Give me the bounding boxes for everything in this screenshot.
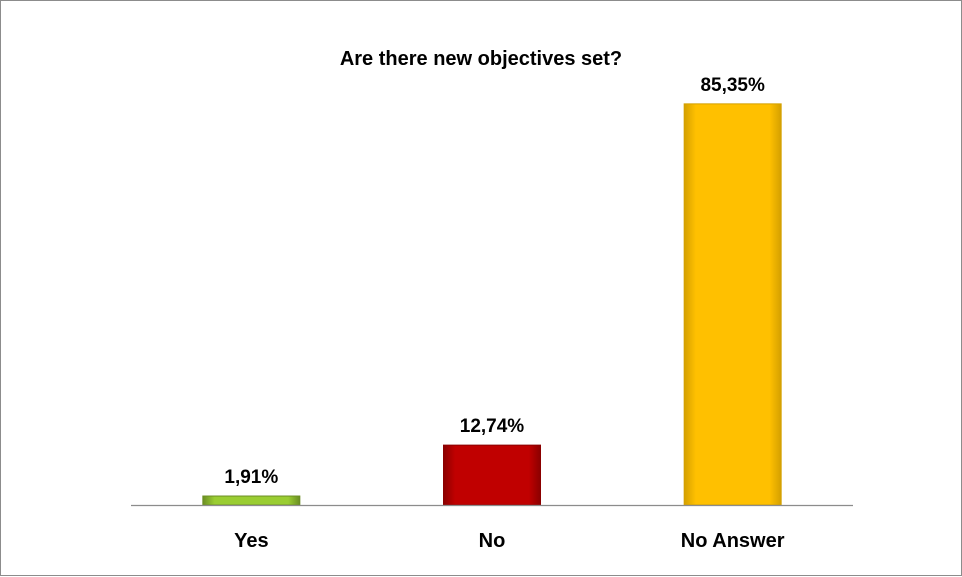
bar-no-answer xyxy=(683,103,782,506)
value-label-no: 12,74% xyxy=(460,416,525,437)
category-label-yes: Yes xyxy=(234,530,268,552)
value-labels-group: 1,91% 12,74% 85,35% xyxy=(224,75,765,488)
bar-no xyxy=(443,444,541,506)
value-label-yes: 1,91% xyxy=(224,467,278,488)
chart-title: Are there new objectives set? xyxy=(340,48,622,70)
category-label-no: No xyxy=(479,530,506,552)
category-labels-group: Yes No No Answer xyxy=(234,530,785,552)
bar-yes xyxy=(202,495,301,506)
bars-group xyxy=(202,103,782,506)
category-label-no-answer: No Answer xyxy=(681,530,785,552)
value-label-no-answer: 85,35% xyxy=(700,75,765,96)
